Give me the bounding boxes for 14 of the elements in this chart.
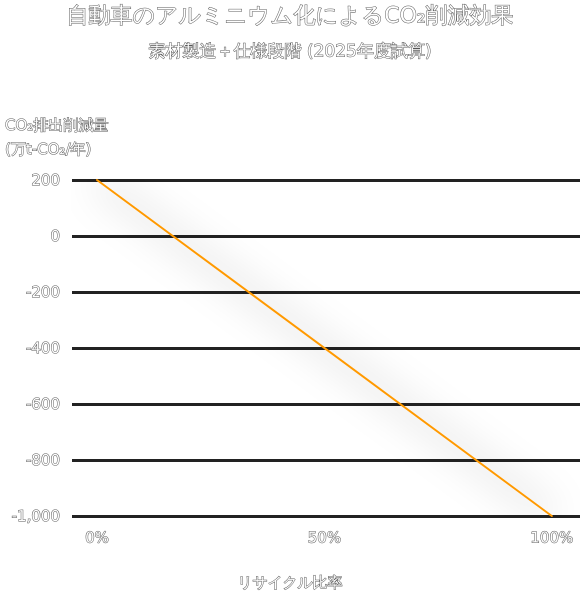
y-tick-label: -200 (26, 283, 60, 301)
chart-subtitle: 素材製造＋仕様段階 (2025年度試算) (148, 42, 432, 62)
y-tick-label: -800 (26, 451, 60, 469)
x-tick-label: 0% (85, 528, 109, 546)
y-tick-label: -600 (26, 395, 60, 413)
x-tick-label: 100% (530, 528, 574, 546)
y-axis-title: CO₂排出削減量 (万t-CO₂/年) (5, 116, 108, 158)
y-tick-label: 200 (31, 171, 60, 189)
chart-title: 自動車のアルミニウム化によるCO₂削減効果 (66, 4, 514, 28)
y-tick-label: -400 (26, 339, 60, 357)
y-tick-label: -1,000 (12, 507, 60, 525)
x-axis-title: リサイクル比率 (238, 574, 342, 592)
x-tick-label: 50% (308, 528, 342, 546)
y-tick-label: 0 (50, 227, 60, 245)
